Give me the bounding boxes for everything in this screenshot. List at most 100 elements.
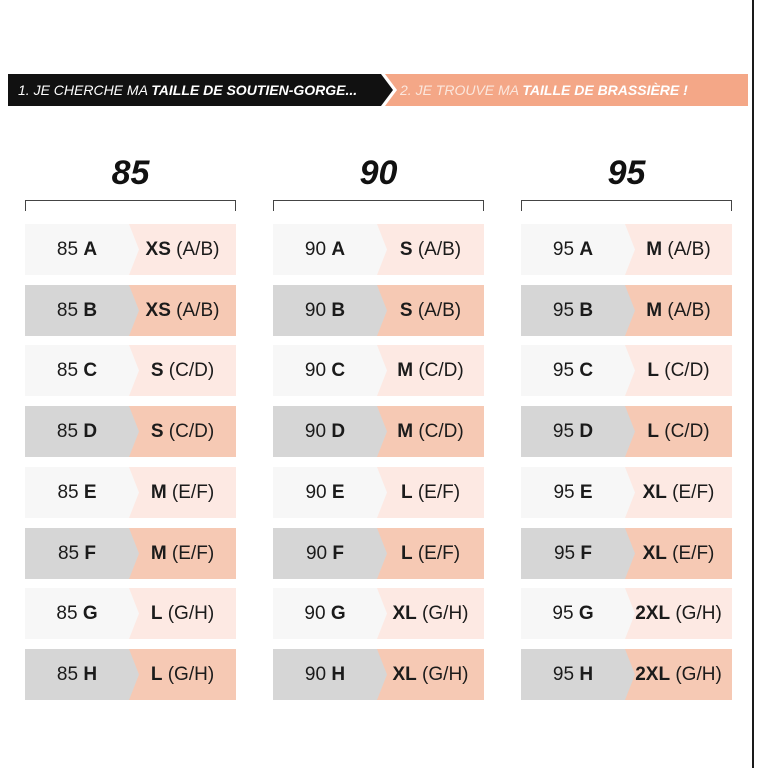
bra-size: 90 A	[273, 224, 377, 275]
band-number: 85	[56, 299, 84, 321]
size-letter: L	[400, 542, 413, 564]
cup-range: (A/B)	[412, 299, 462, 321]
band-number: 95	[553, 542, 581, 564]
bra-size: 95 B	[521, 285, 625, 336]
bralette-size: M (E/F)	[129, 467, 236, 518]
cup-range: (C/D)	[413, 421, 464, 443]
size-letter: XL	[392, 663, 417, 685]
size-letter: XS	[145, 239, 171, 260]
row-background	[521, 588, 732, 640]
bra-size: 90 H	[273, 649, 377, 700]
cup-range: (A/B)	[662, 299, 711, 321]
cup-range: (A/B)	[170, 239, 220, 260]
band-number: 95	[552, 663, 580, 685]
row-background	[273, 345, 484, 397]
size-letter: XL	[642, 481, 667, 503]
column-bracket	[25, 200, 236, 211]
bralette-size: L (G/H)	[129, 588, 236, 639]
cup-range: (G/H)	[416, 603, 469, 625]
size-letter: L	[400, 481, 413, 503]
bra-size: 85 F	[25, 528, 129, 579]
step2-text: 2. JE TROUVE MA TAILLE DE BRASSIÈRE !	[400, 74, 688, 106]
band-number: 90	[305, 542, 333, 564]
cup-letter: C	[331, 360, 346, 382]
bralette-size: XL (G/H)	[377, 649, 484, 700]
cup-range: (E/F)	[412, 542, 461, 564]
bralette-size: L (E/F)	[377, 528, 484, 579]
size-letter: M	[397, 360, 414, 382]
size-letter: S	[150, 421, 164, 443]
bralette-size: 2XL (G/H)	[625, 588, 732, 639]
band-number: 90	[305, 481, 332, 503]
column-bracket	[273, 200, 484, 211]
bralette-size: S (C/D)	[129, 345, 236, 396]
band-number: 90	[304, 360, 332, 382]
cup-letter: A	[579, 239, 594, 260]
row-background	[273, 406, 484, 458]
band-number: 85	[57, 481, 84, 503]
row-background	[521, 466, 732, 518]
band-number: 85	[56, 603, 83, 625]
bralette-size: XL (G/H)	[377, 588, 484, 639]
cup-range: (G/H)	[162, 663, 215, 685]
cup-range: (C/D)	[413, 360, 464, 382]
cup-letter: F	[580, 542, 593, 564]
cup-range: (E/F)	[666, 542, 715, 564]
band-number: 95	[552, 239, 580, 260]
band-number: 85	[56, 663, 84, 685]
row-background	[25, 345, 236, 397]
bra-size: 85 D	[25, 406, 129, 457]
band-number: 90	[304, 663, 332, 685]
bra-size: 90 F	[273, 528, 377, 579]
cup-letter: F	[332, 542, 345, 564]
size-row: 90 H XL (G/H)	[273, 648, 484, 700]
cup-letter: B	[83, 299, 98, 321]
cup-range: (C/D)	[658, 360, 710, 382]
bra-size: 95 E	[521, 467, 625, 518]
cup-range: (A/B)	[170, 299, 220, 321]
bralette-size: L (E/F)	[377, 467, 484, 518]
bra-size: 95 A	[521, 224, 625, 275]
cup-range: (E/F)	[166, 542, 215, 564]
size-letter: M	[150, 542, 167, 564]
size-letter: L	[647, 360, 659, 382]
cup-letter: E	[579, 481, 593, 503]
size-row: 95 G 2XL (G/H)	[521, 588, 732, 640]
step2-arrow-bg	[385, 74, 748, 106]
size-row: 95 E XL (E/F)	[521, 466, 732, 518]
bra-size: 85 G	[25, 588, 129, 639]
size-letter: L	[150, 603, 163, 625]
size-row: 95 F XL (E/F)	[521, 527, 732, 579]
bra-size: 90 B	[273, 285, 377, 336]
cup-range: (C/D)	[163, 360, 215, 382]
cup-range: (E/F)	[666, 481, 715, 503]
cup-letter: H	[331, 663, 346, 685]
size-row: 90 C M (C/D)	[273, 345, 484, 397]
cup-range: (E/F)	[166, 481, 215, 503]
row-background	[25, 527, 236, 579]
cup-range: (G/H)	[670, 603, 722, 625]
size-row: 85 B XS (A/B)	[25, 284, 236, 336]
bralette-size: M (E/F)	[129, 528, 236, 579]
bra-size: 95 H	[521, 649, 625, 700]
bra-size: 85 H	[25, 649, 129, 700]
row-background	[273, 588, 484, 640]
cup-letter: A	[83, 239, 98, 260]
column-title: 85	[111, 154, 150, 192]
bralette-size: M (A/B)	[625, 224, 732, 275]
cup-letter: D	[331, 421, 346, 443]
step1-text: 1. JE CHERCHE MA TAILLE DE SOUTIEN-GORGE…	[18, 74, 357, 106]
steps-banner: 1. JE CHERCHE MA TAILLE DE SOUTIEN-GORGE…	[8, 74, 748, 106]
row-background	[521, 527, 732, 579]
bra-size: 90 D	[273, 406, 377, 457]
size-letter: XL	[392, 603, 417, 625]
